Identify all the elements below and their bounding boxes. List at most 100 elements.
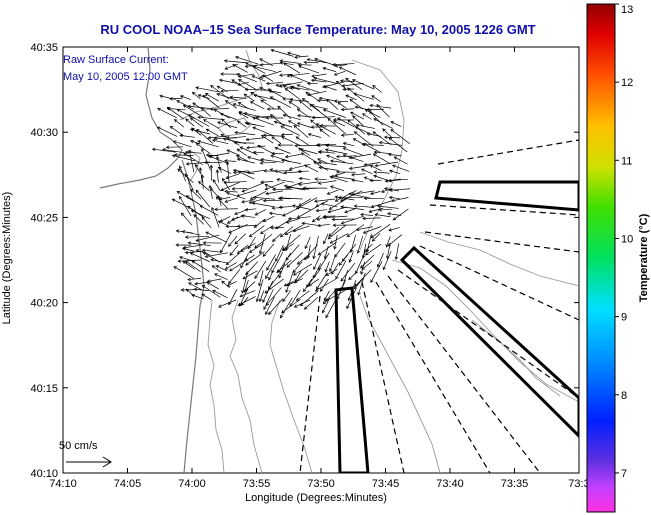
current-vector (276, 178, 294, 183)
plot-frame (62, 46, 580, 474)
y-tick-label: 40:25 (30, 212, 58, 224)
current-vector-head (371, 238, 376, 242)
current-vector-head (259, 75, 263, 79)
current-vector (361, 261, 373, 270)
current-vector (361, 168, 373, 175)
current-vector-head (347, 119, 351, 123)
current-vector-head (236, 250, 241, 254)
current-vector (374, 151, 391, 155)
current-vector-head (178, 165, 183, 170)
current-vector-head (324, 85, 328, 89)
current-vector (355, 251, 366, 274)
current-vector-head (297, 169, 302, 174)
current-vector-head (224, 266, 229, 270)
current-vector (242, 271, 249, 294)
current-vector (185, 260, 201, 273)
current-vector (395, 243, 400, 260)
current-vector-head (211, 206, 215, 211)
current-vector (200, 205, 219, 216)
current-vector (326, 155, 346, 163)
current-vector-head (176, 191, 181, 195)
colorbar-tick-label: 13 (621, 4, 633, 16)
y-tick-label: 40:15 (30, 383, 58, 395)
colorbar-ticks: 13 12 11 10 9 8 7 (615, 3, 633, 480)
current-vector (320, 125, 336, 127)
current-vector (260, 159, 284, 163)
current-vector (185, 173, 194, 191)
current-vector (188, 150, 195, 173)
current-vector-head (351, 172, 355, 177)
current-vector-head (332, 223, 337, 227)
current-vector (218, 299, 237, 308)
current-vector-head (279, 233, 284, 238)
current-vector (365, 243, 382, 256)
current-vector-head (303, 60, 307, 65)
current-vector-head (300, 152, 305, 156)
current-vector-head (191, 293, 195, 298)
current-vector (210, 259, 228, 264)
current-vector (207, 278, 222, 282)
current-vector (286, 278, 303, 286)
current-vector (260, 162, 276, 164)
current-vector (219, 79, 238, 84)
current-vector (394, 156, 408, 165)
current-vector-head (351, 178, 355, 182)
current-vector-head (188, 149, 192, 154)
current-vector (235, 56, 259, 65)
current-vector-head (179, 255, 183, 260)
current-vector-head (215, 196, 220, 200)
current-vector-head (317, 181, 322, 185)
current-vector-head (322, 84, 326, 89)
current-vector (202, 285, 221, 298)
current-vector (309, 104, 328, 118)
current-vector-head (190, 209, 195, 213)
current-vector-head (320, 202, 325, 206)
current-vector-head (369, 178, 373, 183)
current-vector-head (151, 147, 156, 152)
current-vector-head (303, 288, 307, 293)
current-vector-head (183, 152, 187, 156)
current-vector (357, 236, 364, 254)
colorbar-tick-label: 9 (621, 312, 627, 324)
current-vector (194, 164, 201, 174)
current-vector (225, 173, 240, 179)
current-vector (311, 79, 327, 83)
colorbar-tick-label: 8 (621, 390, 627, 402)
current-vector-head (182, 247, 186, 251)
current-vector-head (310, 125, 314, 129)
current-vector (238, 79, 257, 91)
current-vector (259, 58, 274, 67)
current-vector-head (306, 81, 311, 86)
current-vector (220, 89, 239, 92)
current-vector (293, 125, 309, 139)
current-vector (339, 66, 357, 76)
current-vector-head (316, 143, 321, 147)
y-tick-label: 40:35 (30, 42, 58, 54)
current-vector (212, 139, 229, 145)
current-vector (245, 208, 257, 211)
current-vector-head (247, 245, 251, 250)
contour-5 (391, 259, 579, 403)
current-vector-head (196, 128, 200, 133)
current-vector (205, 231, 228, 243)
current-vector-head (326, 98, 330, 103)
current-vector-head (234, 211, 238, 216)
current-vector-head (283, 184, 288, 188)
current-vector-head (283, 62, 287, 66)
current-vector (217, 121, 238, 129)
current-vector (167, 108, 186, 111)
current-vector-head (390, 129, 395, 133)
current-vector (348, 272, 357, 280)
current-vector-head (248, 200, 253, 204)
current-vector-head (292, 272, 297, 276)
current-vector-head (195, 142, 200, 147)
current-vector-head (289, 98, 293, 102)
current-vector (313, 77, 338, 84)
current-vector-head (344, 209, 348, 214)
current-vector (258, 270, 264, 287)
current-vector (349, 164, 374, 169)
current-vector-head (345, 77, 349, 82)
current-vector-head (353, 204, 358, 208)
x-tick-label: 73:40 (436, 478, 464, 490)
current-vector (268, 90, 282, 94)
